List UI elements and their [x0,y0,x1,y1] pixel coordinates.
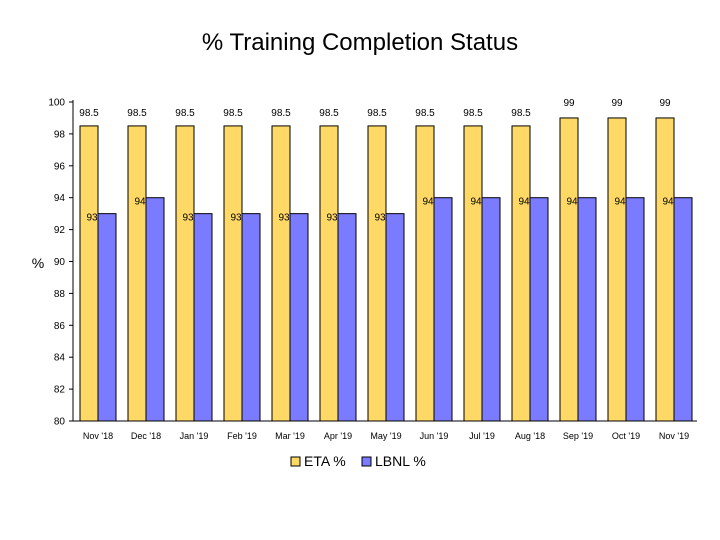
data-label: 98.5 [79,108,99,119]
bar [481,197,501,422]
data-label: 93 [230,213,242,224]
bar [97,213,117,422]
data-label: 98.5 [319,108,339,119]
x-tick-label: Dec '18 [131,431,161,441]
data-label: 94 [518,197,530,208]
bar [415,125,435,422]
data-label: 99 [611,98,623,109]
data-label: 93 [278,213,290,224]
data-label: 98.5 [175,108,195,119]
bar [241,213,261,422]
y-tick-label: 86 [54,321,66,332]
bar [223,125,243,422]
bar [79,125,99,422]
x-tick-label: Jul '19 [469,431,495,441]
legend-label: ETA % [304,453,346,469]
bar [289,213,309,422]
x-tick-label: Sep '19 [563,431,593,441]
x-tick-label: Nov '18 [83,431,113,441]
data-label: 94 [134,197,146,208]
legend: ETA % LBNL % [290,453,426,469]
data-label: 98.5 [367,108,387,119]
data-label: 98.5 [511,108,531,119]
legend-label: LBNL % [375,453,426,469]
y-tick-label: 98 [54,129,66,140]
x-tick-label: Feb '19 [227,431,257,441]
data-label: 94 [422,197,434,208]
legend-swatch [361,456,372,467]
y-tick-label: 84 [54,353,66,364]
bar [385,213,405,422]
data-label: 94 [614,197,626,208]
bar [625,197,645,422]
data-label: 99 [659,98,671,109]
x-tick-label: Apr '19 [324,431,352,441]
y-tick-label: 100 [48,98,65,109]
bar [145,197,165,422]
y-tick-label: 88 [54,289,66,300]
x-tick-label: Jun '19 [420,431,449,441]
data-label: 99 [563,98,575,109]
y-tick-label: 94 [54,193,66,204]
data-labels: 98.5 98.5 98.5 98.5 98.5 98.5 98.5 98.5 98.5 98.5… [79,98,674,224]
y-tick-label: 96 [54,161,66,172]
x-tick-label: Mar '19 [275,431,305,441]
bar [193,213,213,422]
data-label: 93 [374,213,386,224]
bar [271,125,291,422]
bar [367,125,387,422]
bar [337,213,357,422]
y-axis-label: % [32,255,44,271]
y-tick-label: 90 [54,257,66,268]
bar [559,117,579,422]
x-tick-label: Nov '19 [659,431,689,441]
bar [529,197,549,422]
data-label: 94 [566,197,578,208]
bar [319,125,339,422]
chart-title: % Training Completion Status [202,29,518,56]
data-label: 98.5 [463,108,483,119]
x-tick-label: May '19 [370,431,401,441]
bar [511,125,531,422]
data-label: 98.5 [415,108,435,119]
bar [577,197,597,422]
bar [175,125,195,422]
y-tick-label: 92 [54,225,66,236]
bar [673,197,693,422]
data-label: 98.5 [271,108,291,119]
data-label: 93 [86,213,98,224]
data-label: 94 [662,197,674,208]
x-tick-label: Aug '18 [515,431,545,441]
y-tick-label: 82 [54,385,66,396]
y-tick-label: 80 [54,417,66,428]
data-label: 98.5 [223,108,243,119]
bar [607,117,627,422]
bars [79,117,693,422]
data-label: 93 [326,213,338,224]
bar [655,117,675,422]
data-label: 98.5 [127,108,147,119]
bar [127,125,147,422]
data-label: 93 [182,213,194,224]
x-tick-label: Jan '19 [180,431,209,441]
legend-swatch [290,456,301,467]
bar [433,197,453,422]
data-label: 94 [470,197,482,208]
bar [463,125,483,422]
x-tick-label: Oct '19 [612,431,640,441]
